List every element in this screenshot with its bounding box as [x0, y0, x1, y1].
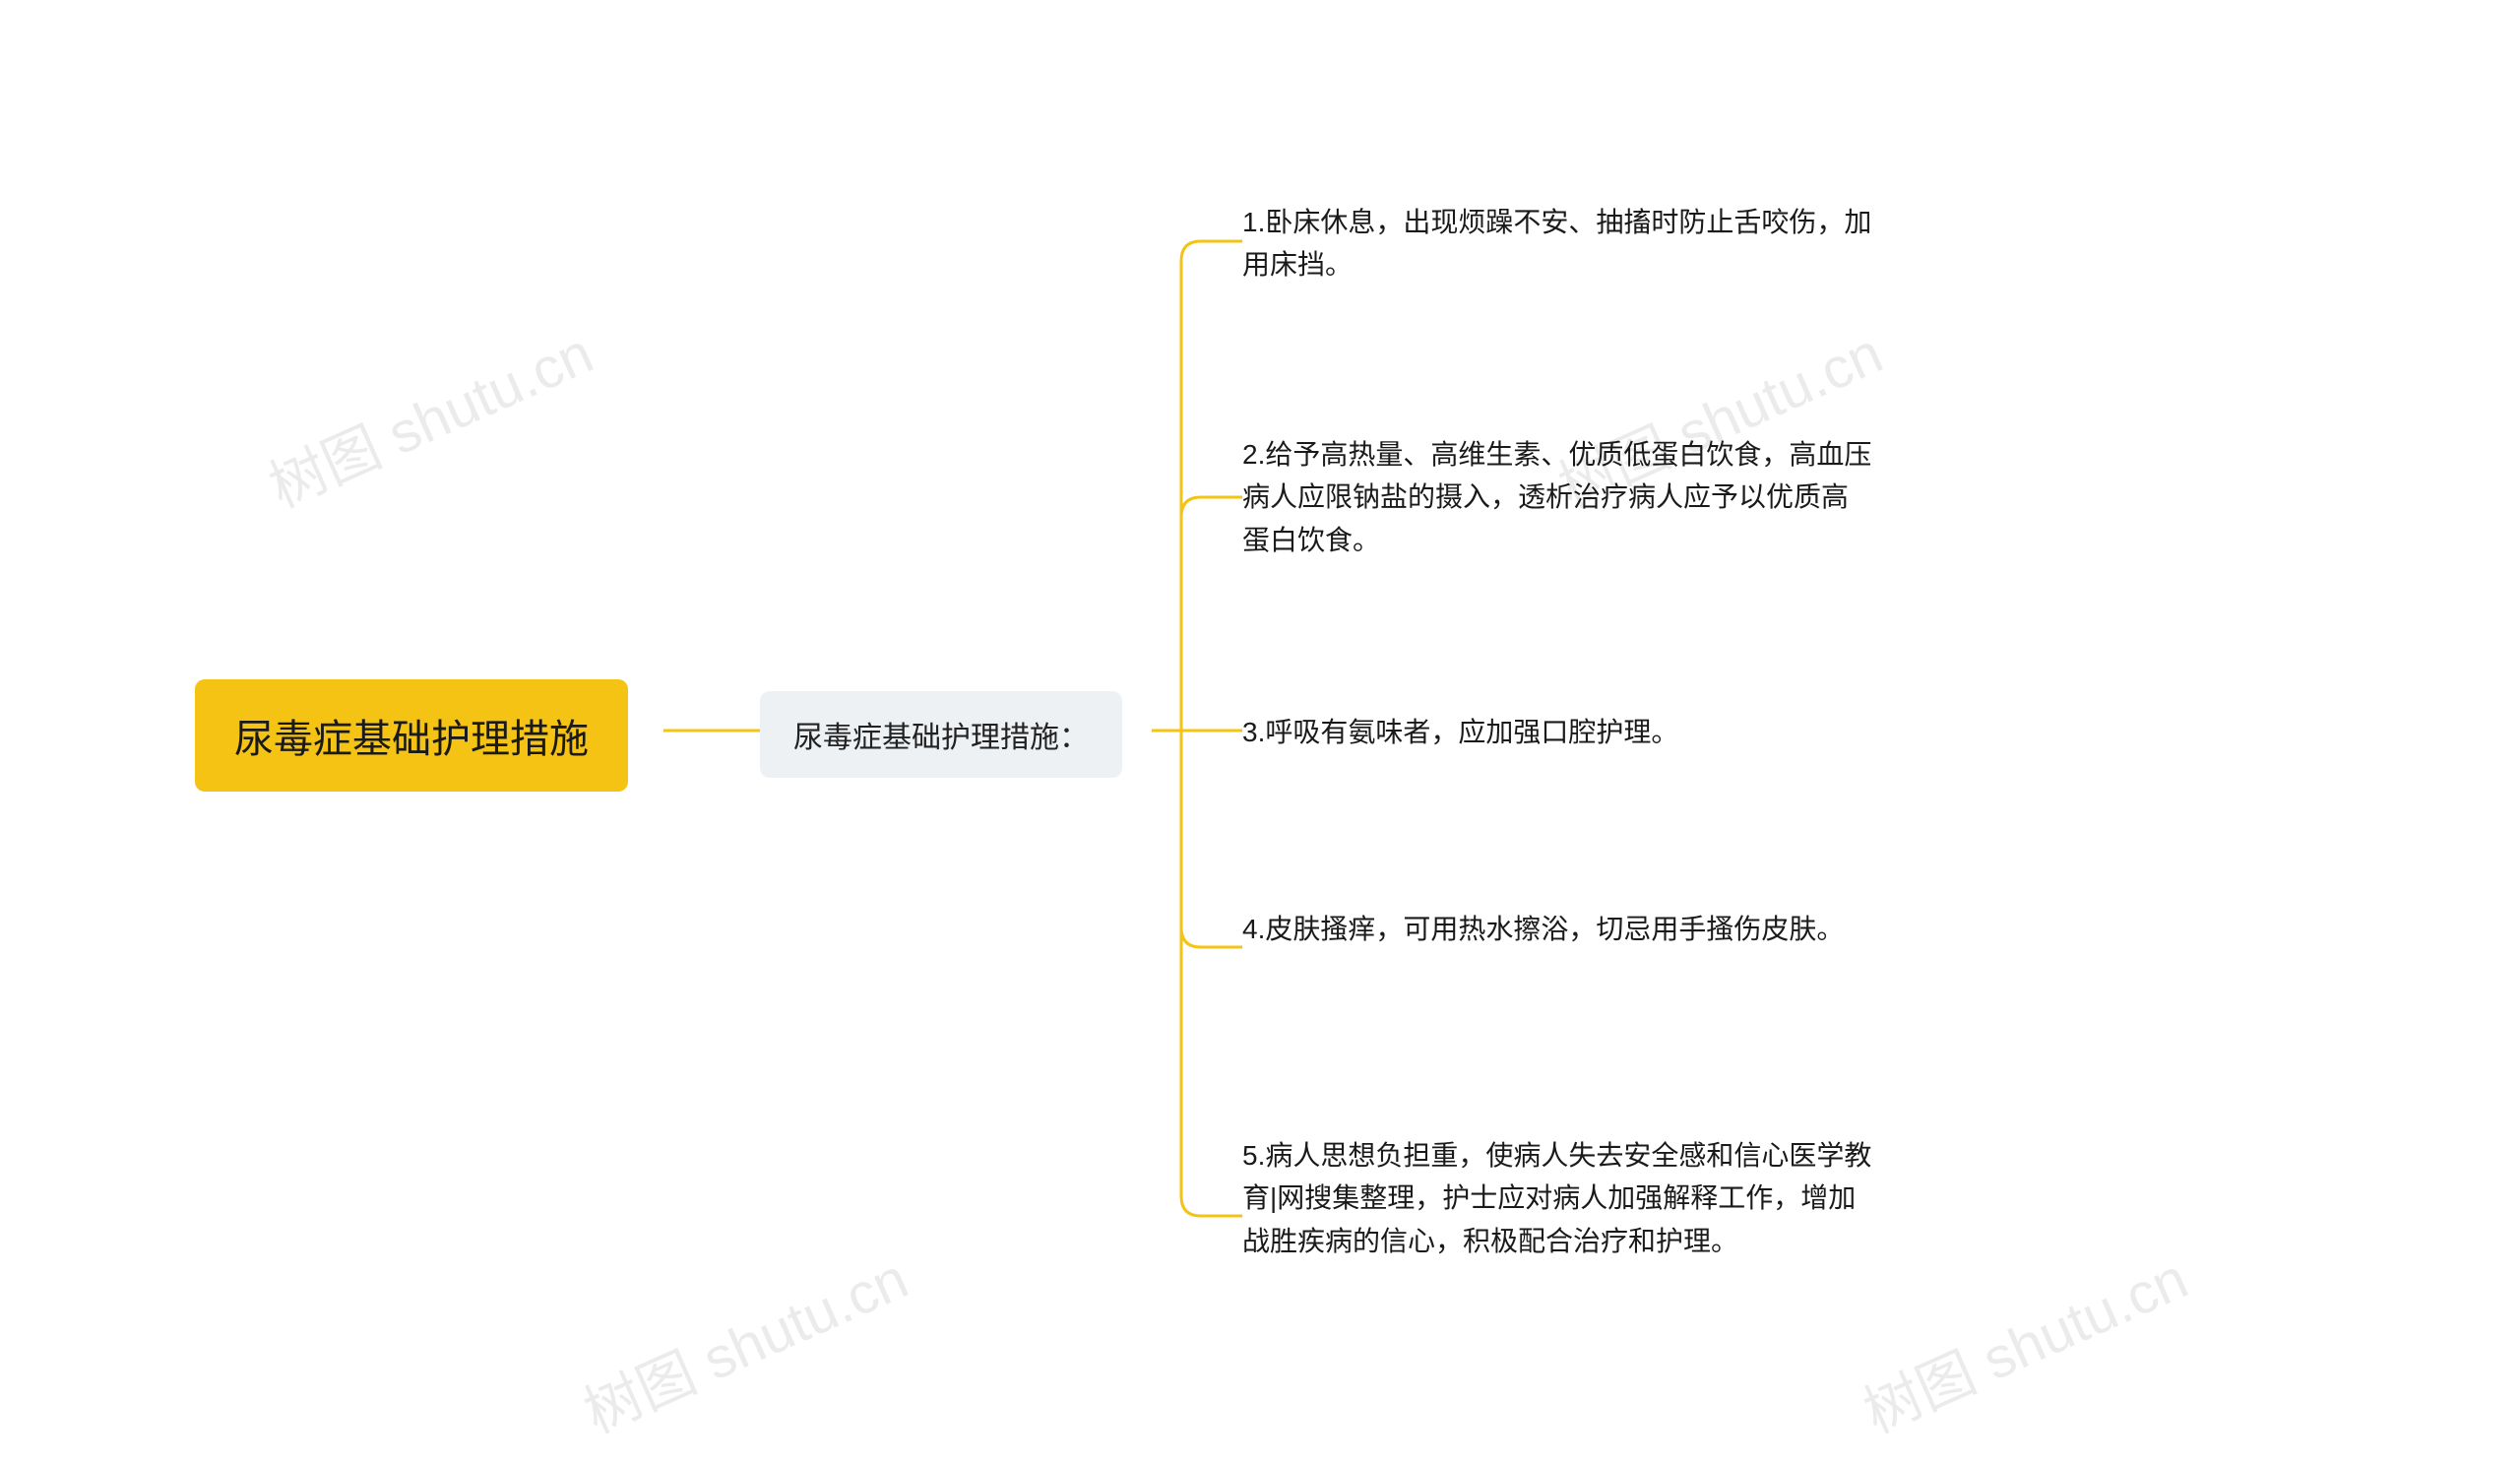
leaf-node-5[interactable]: 5.病人思想负担重，使病人失去安全感和信心医学教育|网搜集整理，护士应对病人加强… — [1242, 1134, 1872, 1262]
leaf-node-4[interactable]: 4.皮肤搔痒，可用热水擦浴，切忌用手搔伤皮肤。 — [1242, 908, 1844, 950]
watermark-text: 树图 shutu.cn — [575, 1246, 916, 1445]
connector-mid-leaf-2 — [1152, 497, 1242, 731]
watermark: 树图 shutu.cn — [569, 1233, 918, 1449]
leaf-node-2[interactable]: 2.给予高热量、高维生素、优质低蛋白饮食，高血压病人应限钠盐的摄入，透析治疗病人… — [1242, 433, 1872, 561]
mid-node-text: 尿毒症基础护理措施： — [793, 713, 1089, 756]
leaf-node-text: 1.卧床休息，出现烦躁不安、抽搐时防止舌咬伤，加用床挡。 — [1242, 201, 1872, 287]
leaf-node-text: 4.皮肤搔痒，可用热水擦浴，切忌用手搔伤皮肤。 — [1242, 908, 1844, 950]
leaf-node-3[interactable]: 3.呼吸有氨味者，应加强口腔护理。 — [1242, 711, 1678, 753]
watermark-text: 树图 shutu.cn — [260, 321, 601, 520]
connector-mid-leaf-4 — [1152, 731, 1242, 947]
watermark: 树图 shutu.cn — [1849, 1233, 2198, 1449]
mindmap-canvas: 尿毒症基础护理措施 尿毒症基础护理措施： 1.卧床休息，出现烦躁不安、抽搐时防止… — [0, 0, 2520, 1466]
connector-mid-leaf-5 — [1152, 731, 1242, 1216]
watermark: 树图 shutu.cn — [254, 307, 603, 524]
mid-node[interactable]: 尿毒症基础护理措施： — [760, 691, 1122, 778]
connector-mid-leaf-1 — [1152, 241, 1242, 731]
watermark-text: 树图 shutu.cn — [1855, 1246, 2196, 1445]
leaf-node-text: 2.给予高热量、高维生素、优质低蛋白饮食，高血压病人应限钠盐的摄入，透析治疗病人… — [1242, 433, 1872, 561]
leaf-node-1[interactable]: 1.卧床休息，出现烦躁不安、抽搐时防止舌咬伤，加用床挡。 — [1242, 201, 1872, 287]
leaf-node-text: 5.病人思想负担重，使病人失去安全感和信心医学教育|网搜集整理，护士应对病人加强… — [1242, 1134, 1872, 1262]
leaf-node-text: 3.呼吸有氨味者，应加强口腔护理。 — [1242, 711, 1678, 753]
root-node[interactable]: 尿毒症基础护理措施 — [195, 679, 628, 792]
root-node-text: 尿毒症基础护理措施 — [234, 707, 589, 764]
